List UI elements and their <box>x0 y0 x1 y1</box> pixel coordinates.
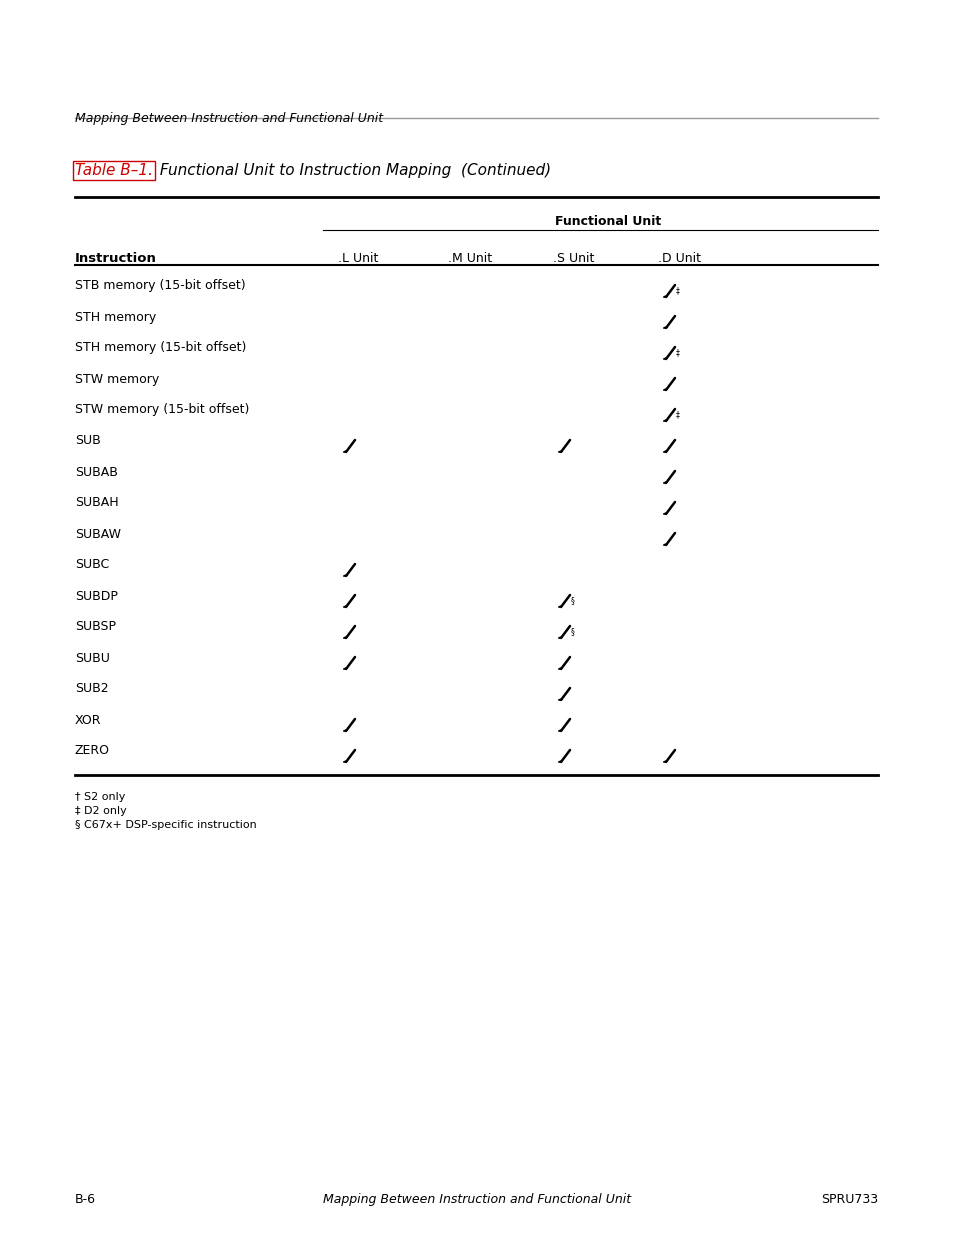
Text: Functional Unit: Functional Unit <box>555 215 660 228</box>
Text: §: § <box>571 597 575 605</box>
Text: SUBC: SUBC <box>75 558 110 572</box>
Text: STW memory (15-bit offset): STW memory (15-bit offset) <box>75 404 249 416</box>
Text: ‡ D2 only: ‡ D2 only <box>75 806 127 816</box>
Text: STW memory: STW memory <box>75 373 159 385</box>
Text: STH memory (15-bit offset): STH memory (15-bit offset) <box>75 342 246 354</box>
Text: .M Unit: .M Unit <box>448 252 492 266</box>
Text: SUBU: SUBU <box>75 652 110 664</box>
Text: ‡: ‡ <box>676 287 679 295</box>
Text: ‡: ‡ <box>676 410 679 419</box>
Text: SUBSP: SUBSP <box>75 620 116 634</box>
Text: SUBDP: SUBDP <box>75 589 118 603</box>
Text: ‡: ‡ <box>676 348 679 357</box>
Text: Functional Unit to Instruction Mapping  (Continued): Functional Unit to Instruction Mapping (… <box>154 163 551 178</box>
Text: §: § <box>571 627 575 636</box>
Text: SUB: SUB <box>75 435 101 447</box>
Text: Mapping Between Instruction and Functional Unit: Mapping Between Instruction and Function… <box>323 1193 630 1207</box>
Text: SUBAH: SUBAH <box>75 496 118 510</box>
Text: § C67x+ DSP-specific instruction: § C67x+ DSP-specific instruction <box>75 820 256 830</box>
Text: † S2 only: † S2 only <box>75 793 125 803</box>
Text: SUBAB: SUBAB <box>75 466 118 478</box>
Text: XOR: XOR <box>75 714 101 726</box>
Text: ZERO: ZERO <box>75 745 110 757</box>
Text: SUBAW: SUBAW <box>75 527 121 541</box>
Text: STB memory (15-bit offset): STB memory (15-bit offset) <box>75 279 245 293</box>
Text: .L Unit: .L Unit <box>337 252 378 266</box>
Text: Table B–1.: Table B–1. <box>75 163 152 178</box>
Text: SPRU733: SPRU733 <box>820 1193 877 1207</box>
Text: SUB2: SUB2 <box>75 683 109 695</box>
Text: .D Unit: .D Unit <box>658 252 700 266</box>
Text: .S Unit: .S Unit <box>553 252 594 266</box>
Text: STH memory: STH memory <box>75 310 156 324</box>
Text: B-6: B-6 <box>75 1193 96 1207</box>
Text: Instruction: Instruction <box>75 252 156 266</box>
Text: Mapping Between Instruction and Functional Unit: Mapping Between Instruction and Function… <box>75 112 383 125</box>
